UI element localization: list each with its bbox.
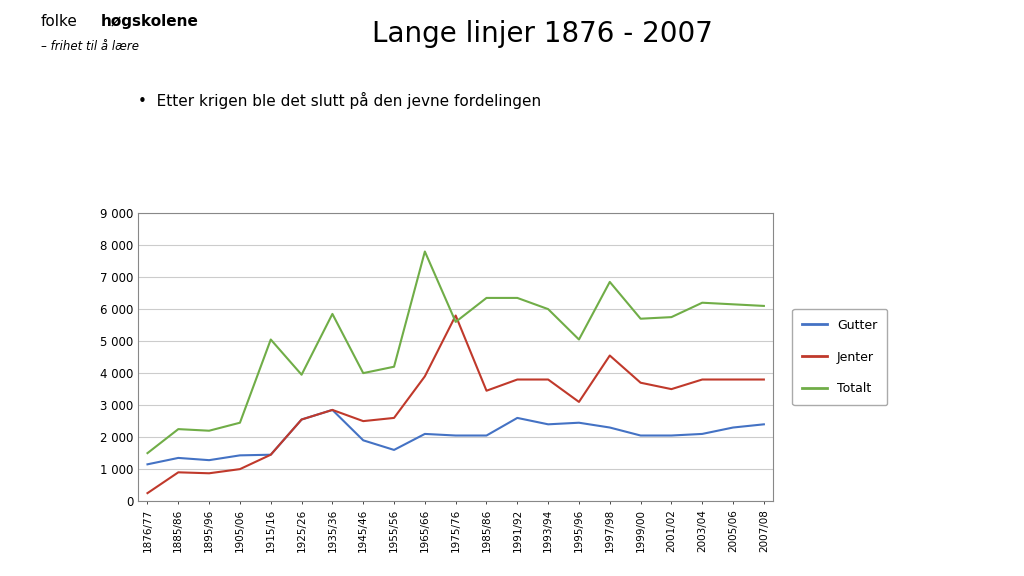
Text: høgskolene: høgskolene xyxy=(100,14,199,29)
Text: – frihet til å lære: – frihet til å lære xyxy=(41,40,139,54)
Text: Lange linjer 1876 - 2007: Lange linjer 1876 - 2007 xyxy=(373,20,713,48)
Legend: Gutter, Jenter, Totalt: Gutter, Jenter, Totalt xyxy=(793,309,888,406)
Text: •  Etter krigen ble det slutt på den jevne fordelingen: • Etter krigen ble det slutt på den jevn… xyxy=(138,92,542,109)
Text: folke: folke xyxy=(41,14,78,29)
